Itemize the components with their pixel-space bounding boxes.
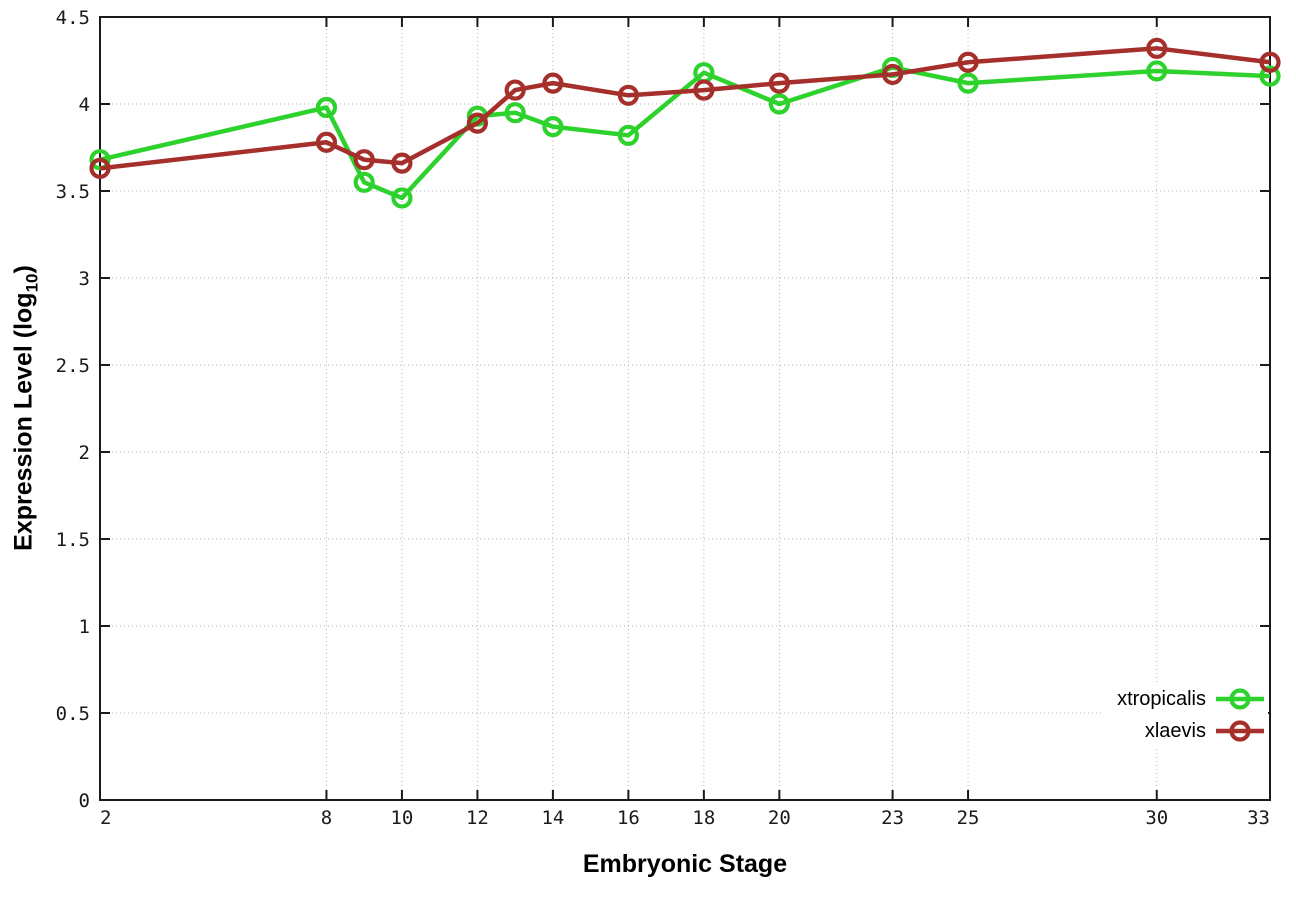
legend-entry-xtropicalis: xtropicalis [1117, 685, 1264, 713]
data-point-xtropicalis [1259, 65, 1281, 87]
legend-entry-xlaevis: xlaevis [1117, 717, 1264, 745]
data-point-xtropicalis [1146, 60, 1168, 82]
data-point-xtropicalis [957, 72, 979, 94]
legend-circle [1229, 688, 1251, 710]
data-point-xlaevis [1259, 51, 1281, 73]
data-point-xlaevis [391, 152, 413, 174]
data-point-xlaevis [881, 63, 904, 86]
data-point-xtropicalis [353, 171, 375, 193]
x-tick-label: 2 [100, 807, 111, 829]
x-tick-label: 16 [617, 807, 640, 829]
data-point-xlaevis [617, 84, 639, 106]
plot-border [99, 16, 1271, 801]
data-point-xtropicalis [768, 93, 790, 115]
data-point-xlaevis [353, 149, 375, 171]
x-tick-label: 25 [957, 807, 980, 829]
y-tick-label: 1 [79, 616, 90, 638]
legend-marker-xlaevis [1216, 720, 1264, 742]
x-tick-label: 20 [768, 807, 791, 829]
data-point-xlaevis [504, 79, 526, 101]
data-point-xlaevis [89, 157, 111, 179]
y-tick-label: 3 [79, 268, 90, 290]
y-tick-label: 1.5 [56, 529, 90, 551]
x-tick-label: 23 [881, 807, 904, 829]
x-axis-title: Embryonic Stage [582, 850, 788, 878]
data-point-xtropicalis [542, 116, 564, 138]
data-point-xlaevis [1146, 37, 1168, 59]
data-point-xtropicalis [504, 102, 526, 124]
data-point-xlaevis [768, 72, 790, 94]
x-tick-label: 14 [541, 807, 564, 829]
data-point-xlaevis [693, 79, 715, 101]
legend-label: xtropicalis [1117, 687, 1206, 710]
legend-circle [1229, 720, 1251, 742]
y-tick-label: 0 [79, 790, 90, 812]
legend-label: xlaevis [1144, 719, 1206, 742]
y-axis-title-subscript: 10 [22, 273, 42, 293]
x-tick-label: 33 [1247, 807, 1270, 829]
series-line-xlaevis [99, 46, 1271, 171]
y-tick-label: 2.5 [56, 355, 90, 377]
legend-marker-xtropicalis [1216, 688, 1264, 710]
x-tick-label: 10 [390, 807, 413, 829]
data-point-xlaevis [466, 112, 489, 134]
y-tick-label: 0.5 [56, 703, 90, 725]
x-tick-label: 8 [321, 807, 332, 829]
legend: xtropicalis xlaevis [1103, 683, 1268, 747]
y-tick-label: 4.5 [56, 7, 90, 29]
y-axis-title-close: ) [9, 265, 38, 274]
y-tick-label: 3.5 [56, 181, 90, 203]
data-point-xlaevis [542, 72, 564, 94]
data-point-xtropicalis [391, 187, 413, 209]
y-axis-title: Expression Level (log10) [10, 265, 43, 551]
data-point-xtropicalis [617, 124, 639, 146]
data-point-xtropicalis [315, 96, 338, 119]
y-axis-title-text: Expression Level (log [9, 292, 38, 551]
x-tick-label: 12 [466, 807, 489, 829]
x-tick-label: 18 [692, 807, 715, 829]
data-point-xlaevis [315, 131, 338, 153]
x-tick-label: 30 [1145, 807, 1168, 829]
y-tick-label: 2 [79, 442, 90, 464]
y-tick-label: 4 [79, 94, 90, 116]
series-line-xtropicalis [99, 65, 1271, 201]
data-point-xlaevis [957, 51, 979, 73]
